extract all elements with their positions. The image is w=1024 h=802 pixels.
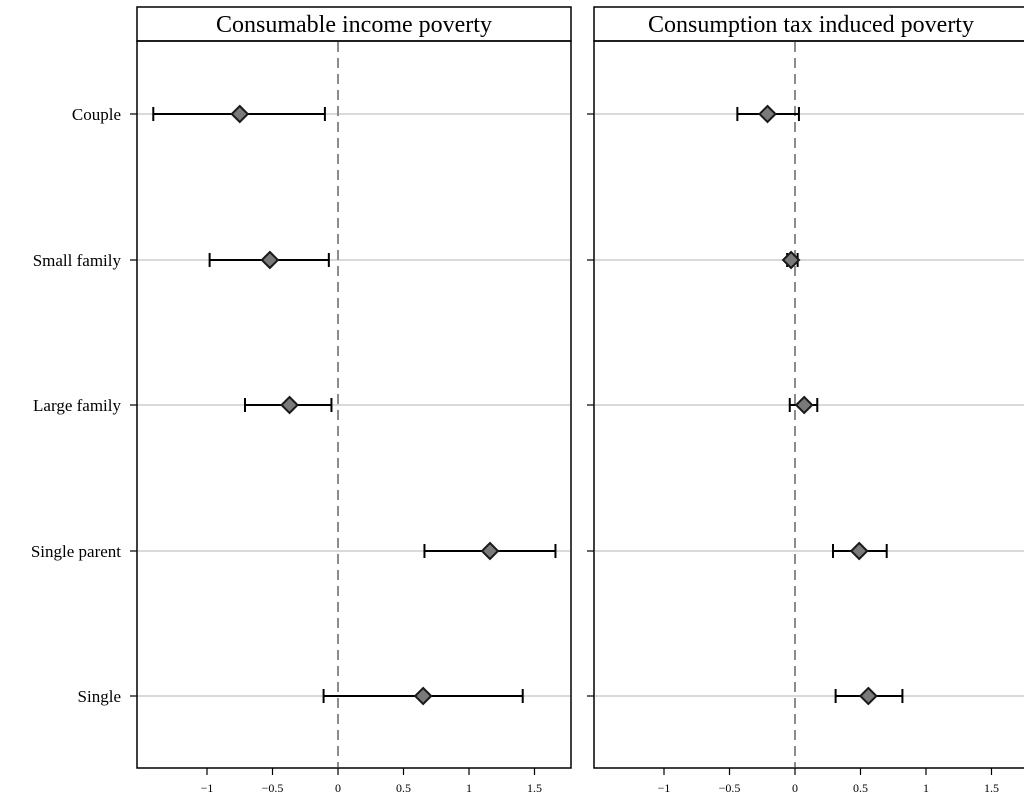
estimate-small-family xyxy=(208,250,330,270)
x-tick-label: 1 xyxy=(923,781,929,795)
panel-1: Consumable income poverty Couple Small fam… xyxy=(31,6,572,795)
x-tick-label: 1.5 xyxy=(984,781,999,795)
x-tick-label: 0.5 xyxy=(396,781,411,795)
point-estimate-marker xyxy=(280,395,299,415)
x-tick-label: 1.5 xyxy=(527,781,542,795)
point-estimate-marker xyxy=(758,104,777,124)
category-label: Single parent xyxy=(31,542,121,561)
point-estimate-marker xyxy=(849,541,869,561)
panels: Consumable income poverty Couple Small fam… xyxy=(31,6,1024,795)
estimate-single xyxy=(834,686,904,706)
panel-title-box xyxy=(136,6,572,42)
point-estimate-marker xyxy=(230,104,250,124)
category-label: Small family xyxy=(33,251,122,270)
panel-title: Consumption tax induced poverty xyxy=(648,12,974,38)
x-tick-label: 0 xyxy=(335,781,341,795)
point-estimate-marker xyxy=(260,250,280,270)
x-tick-label: 1 xyxy=(466,781,472,795)
x-tick-label: −0.5 xyxy=(719,781,741,795)
panel-2: Consumption tax induced poverty −1 −0.5 0 0.… xyxy=(587,6,1024,795)
category-label: Couple xyxy=(72,105,121,124)
estimate-single xyxy=(322,686,524,706)
estimate-single-parent xyxy=(423,541,557,561)
x-tick-label: −1 xyxy=(201,781,214,795)
panel-title: Consumable income poverty xyxy=(216,12,492,38)
category-label: Large family xyxy=(33,396,121,415)
x-tick-label: 0.5 xyxy=(853,781,868,795)
estimate-large-family xyxy=(788,395,819,415)
estimate-couple xyxy=(152,104,326,124)
estimate-single-parent xyxy=(831,541,888,561)
point-estimate-marker xyxy=(480,541,500,561)
estimate-small-family xyxy=(781,250,801,270)
category-label: Single xyxy=(78,687,121,706)
point-estimate-marker xyxy=(858,686,878,706)
estimate-couple xyxy=(736,104,800,124)
x-tick-label: −1 xyxy=(658,781,671,795)
point-estimate-marker xyxy=(794,395,814,415)
point-estimate-marker xyxy=(413,686,433,706)
x-tick-label: −0.5 xyxy=(262,781,284,795)
point-estimate-marker xyxy=(781,250,801,270)
x-tick-label: 0 xyxy=(792,781,798,795)
estimate-large-family xyxy=(243,395,333,415)
